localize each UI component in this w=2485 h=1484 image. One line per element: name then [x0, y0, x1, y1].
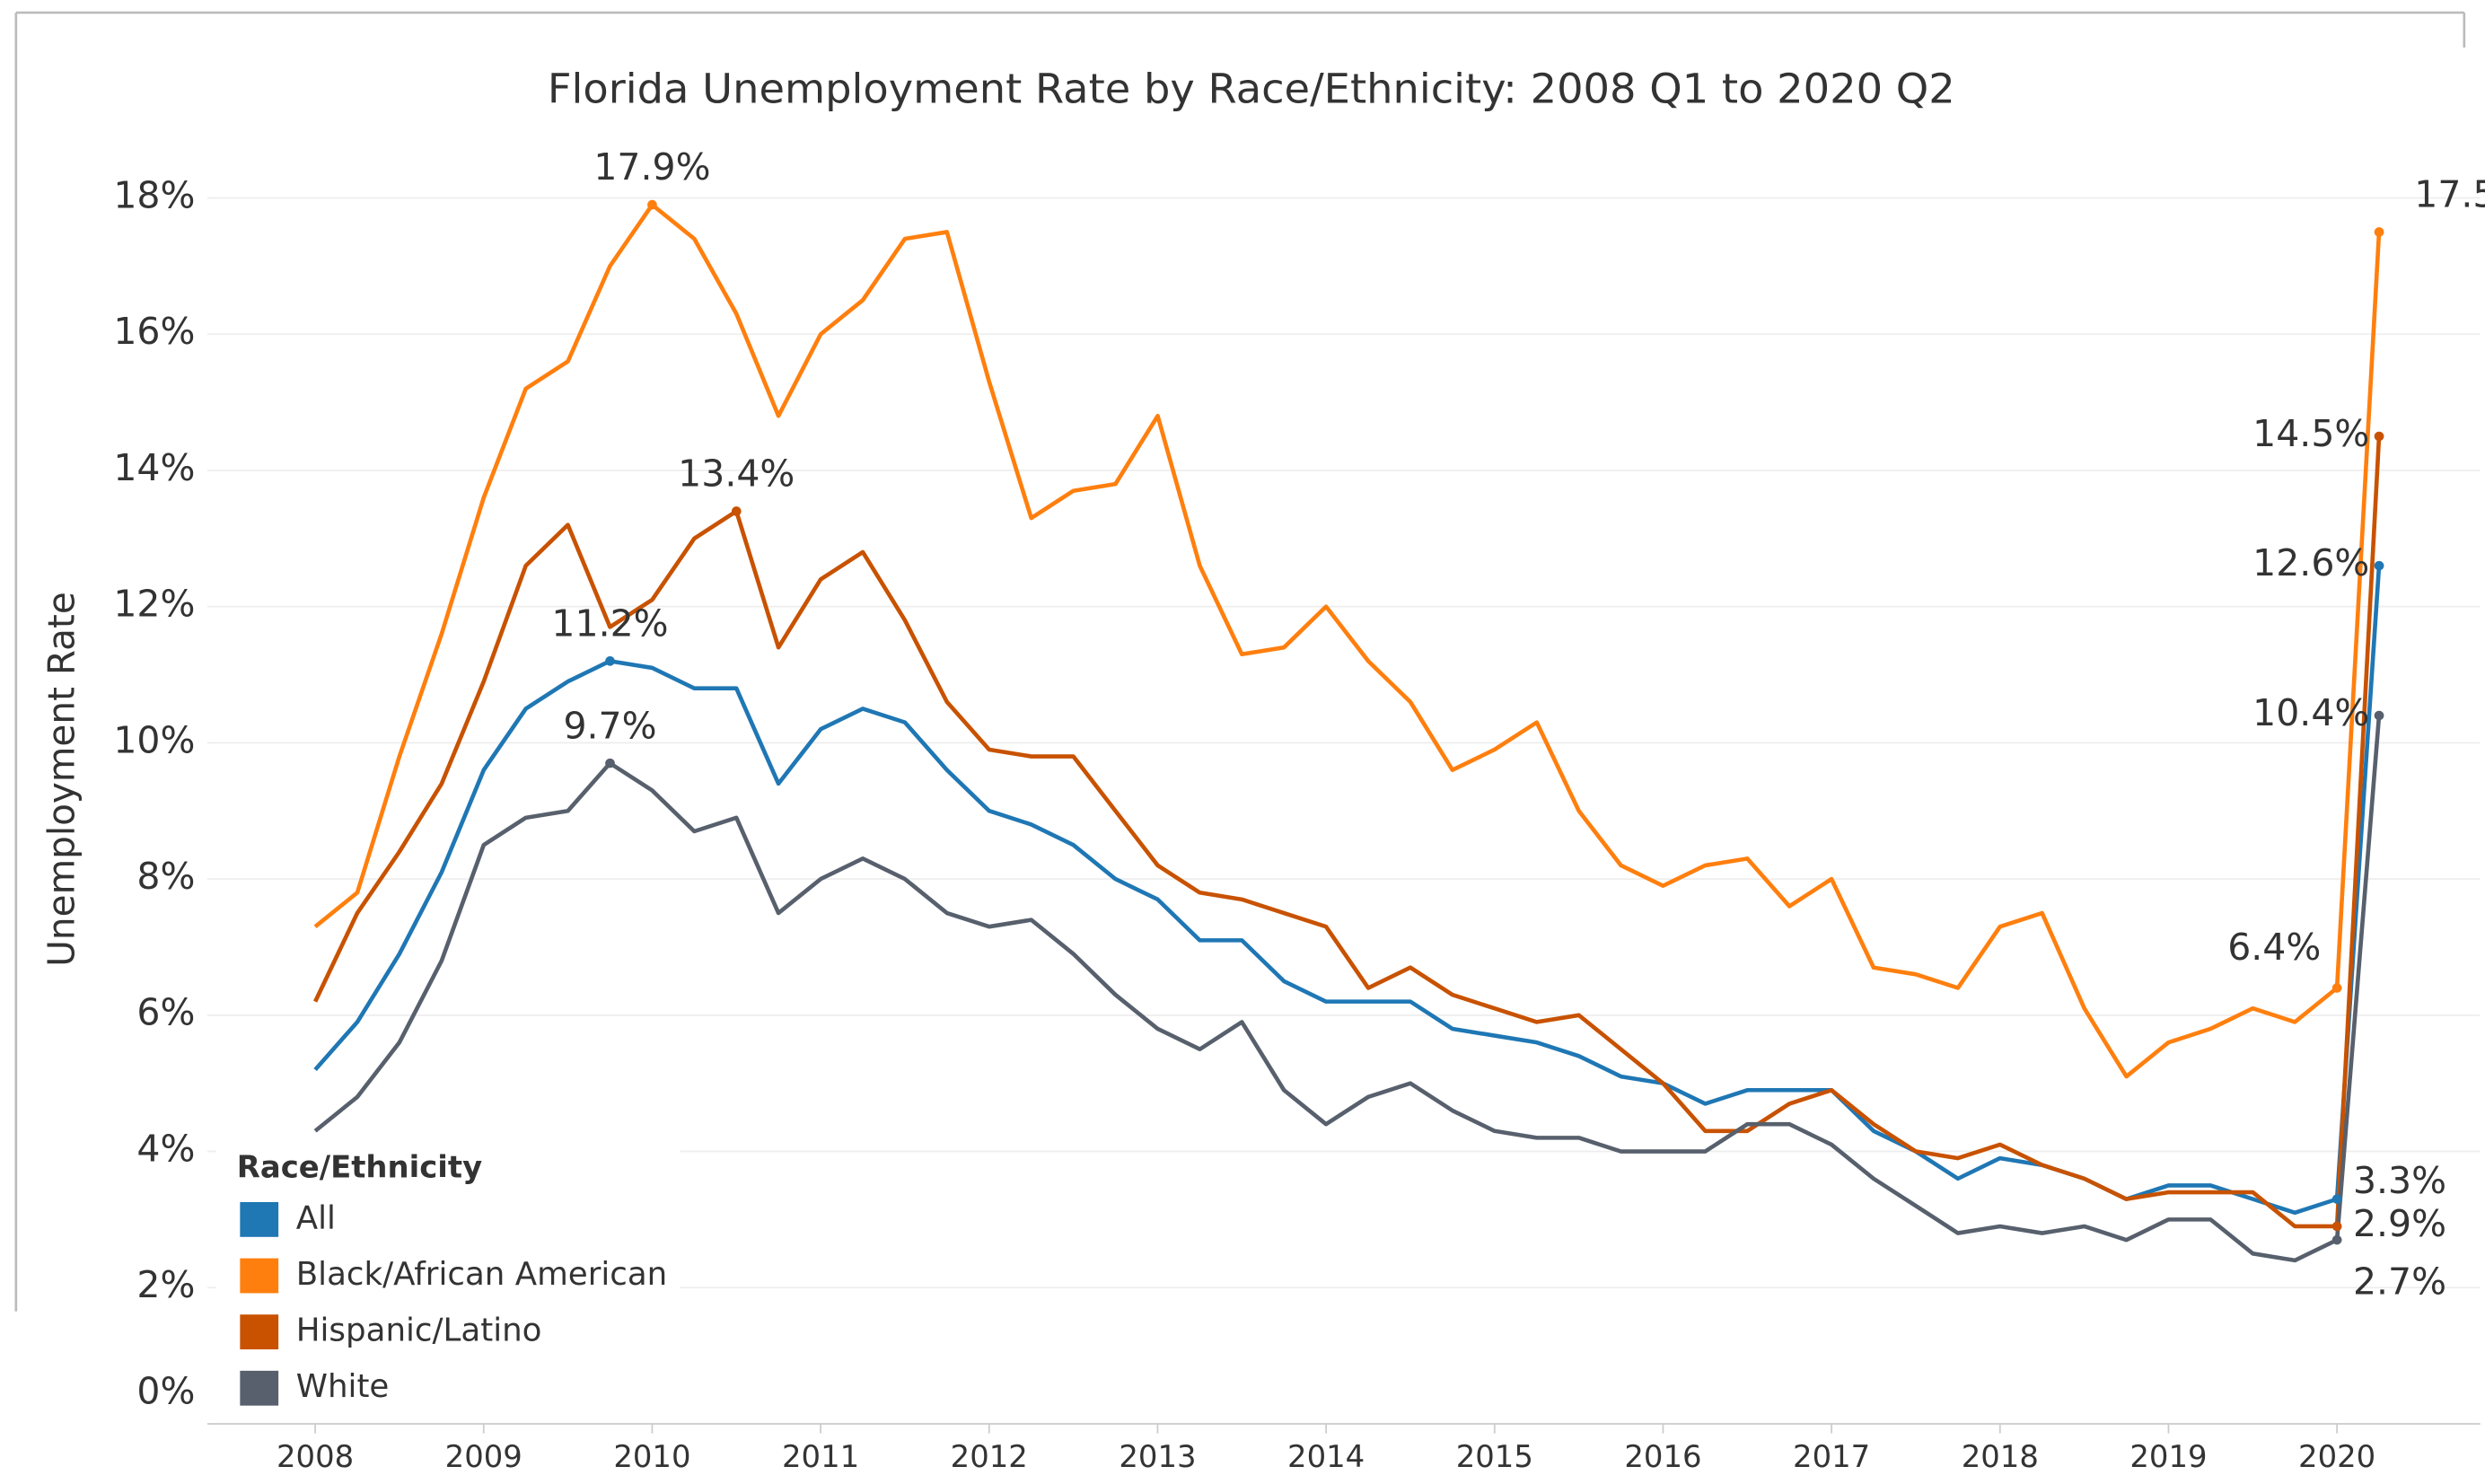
data-label: 17.5%	[2414, 173, 2485, 216]
chart-title: Florida Unemployment Rate by Race/Ethnic…	[548, 65, 1955, 113]
data-label: 3.3%	[2353, 1159, 2446, 1202]
legend-label: All	[296, 1200, 336, 1237]
data-label: 2.9%	[2353, 1202, 2446, 1245]
data-label: 9.7%	[563, 704, 656, 747]
y-tick-label: 10%	[113, 719, 195, 762]
point-marker	[2331, 983, 2342, 993]
x-tick-label: 2008	[277, 1439, 354, 1474]
data-label: 2.7%	[2353, 1260, 2446, 1304]
data-label: 14.5%	[2252, 412, 2369, 455]
data-label: 10.4%	[2252, 691, 2369, 734]
x-tick-label: 2011	[782, 1439, 859, 1474]
y-tick-label: 0%	[136, 1370, 195, 1413]
x-tick-label: 2018	[1962, 1439, 2039, 1474]
y-tick-label: 2%	[136, 1263, 195, 1306]
y-tick-label: 6%	[136, 991, 195, 1034]
x-tick-label: 2013	[1119, 1439, 1196, 1474]
series-line	[313, 202, 2382, 1079]
x-tick-label: 2015	[1456, 1439, 1533, 1474]
data-label: 17.9%	[593, 145, 710, 189]
point-marker	[605, 758, 615, 768]
point-marker	[2374, 560, 2384, 571]
series-line	[313, 715, 2382, 1263]
data-label: 12.6%	[2252, 541, 2369, 584]
point-marker	[2331, 1234, 2342, 1245]
legend-title: Race/Ethnicity	[237, 1150, 482, 1185]
y-tick-label: 4%	[136, 1128, 195, 1171]
x-tick-label: 2014	[1287, 1439, 1365, 1474]
legend-label: Hispanic/Latino	[296, 1313, 542, 1349]
legend-label: Black/African American	[296, 1256, 668, 1293]
point-marker	[2331, 1194, 2342, 1204]
data-label: 6.4%	[2227, 926, 2321, 969]
data-label: 11.2%	[551, 602, 668, 645]
point-marker	[605, 656, 615, 666]
legend-swatch	[240, 1314, 279, 1350]
point-marker	[2374, 431, 2384, 442]
legend-label: White	[296, 1368, 390, 1405]
legend-swatch	[240, 1370, 279, 1406]
series-line	[313, 566, 2382, 1216]
point-marker	[2331, 1221, 2342, 1232]
x-tick-label: 2012	[951, 1439, 1028, 1474]
x-tick-label: 2009	[445, 1439, 522, 1474]
y-tick-label: 14%	[113, 446, 195, 489]
point-marker	[2374, 227, 2384, 237]
x-tick-label: 2020	[2298, 1439, 2375, 1474]
legend: Race/Ethnicity All Black/African American H…	[215, 1143, 681, 1421]
y-tick-label: 18%	[113, 174, 195, 217]
x-tick-label: 2016	[1624, 1439, 1701, 1474]
x-tick-label: 2017	[1793, 1439, 1870, 1474]
x-tick-label: 2019	[2129, 1439, 2207, 1474]
point-marker	[731, 506, 742, 516]
data-label: 13.4%	[678, 452, 795, 496]
legend-background	[215, 1143, 681, 1421]
point-marker	[2374, 710, 2384, 721]
y-axis-label: Unemployment Rate	[40, 592, 83, 967]
legend-swatch	[240, 1258, 279, 1294]
y-tick-label: 12%	[113, 583, 195, 626]
x-tick-label: 2010	[613, 1439, 690, 1474]
y-tick-label: 16%	[113, 310, 195, 353]
frame	[14, 11, 2466, 1312]
point-marker	[647, 199, 657, 210]
series-line	[313, 435, 2382, 1229]
legend-swatch	[240, 1201, 279, 1237]
y-tick-label: 8%	[136, 855, 195, 898]
